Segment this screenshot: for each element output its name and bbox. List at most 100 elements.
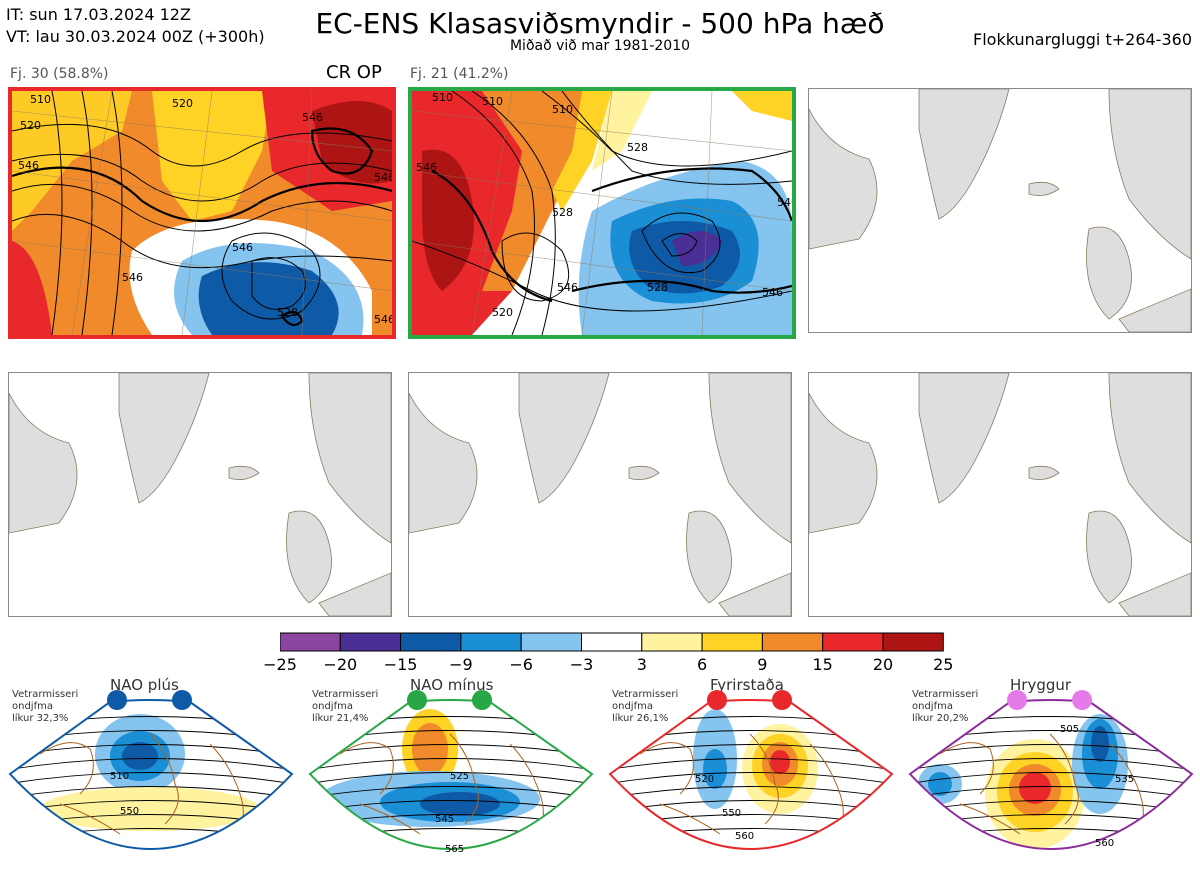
contour-label: 510 bbox=[482, 95, 503, 108]
empty-cluster-map-3 bbox=[808, 88, 1192, 333]
page-title: EC-ENS Klasasviðsmyndir - 500 hPa hæð bbox=[315, 7, 885, 40]
regime-note: Vetrarmisseri ondjfma líkur 20,2% bbox=[912, 689, 978, 725]
regime-contour-line bbox=[10, 786, 292, 800]
regime-coastline bbox=[339, 733, 544, 845]
regime-contour-label: 520 bbox=[695, 774, 714, 785]
regime-fan-map: 520 550 560 bbox=[608, 699, 894, 850]
regime-marker-dot bbox=[107, 690, 127, 710]
regime-contour-line bbox=[910, 786, 1192, 800]
regime-fan-border bbox=[608, 699, 894, 850]
empty-cluster-map-6 bbox=[808, 372, 1192, 617]
regime-contour-label: 545 bbox=[435, 814, 454, 825]
colorbar-segment bbox=[581, 632, 643, 652]
regime-title: NAO mínus bbox=[410, 676, 494, 694]
regime-marker-dot bbox=[472, 690, 492, 710]
regime-contour-label: 510 bbox=[110, 771, 129, 782]
regime-contour-label: 550 bbox=[120, 806, 139, 817]
colorbar-segment bbox=[882, 632, 944, 652]
contour-label: 528 bbox=[277, 306, 298, 319]
colorbar-tick-label: −3 bbox=[569, 655, 594, 674]
regime-contour-label: 560 bbox=[735, 831, 754, 842]
contour-label: 510 bbox=[432, 91, 453, 104]
regime-anomaly-blob bbox=[122, 742, 158, 770]
regime-note-line: líkur 20,2% bbox=[912, 713, 969, 724]
contour-label: 510 bbox=[552, 103, 573, 116]
regime-note: Vetrarmisseri ondjfma líkur 32,3% bbox=[12, 689, 78, 725]
contour-label: 520 bbox=[20, 119, 41, 132]
regime-contour-line bbox=[310, 786, 592, 800]
contour-label: 546 bbox=[18, 159, 39, 172]
contour-label: 546 bbox=[557, 281, 578, 294]
contour-label: 528 bbox=[647, 281, 668, 294]
regime-title: Fyrirstaða bbox=[710, 676, 784, 694]
regime-fan-map: 510 550 bbox=[8, 699, 294, 850]
regime-contour-line bbox=[910, 758, 1192, 772]
regime-note: Vetrarmisseri ondjfma líkur 26,1% bbox=[612, 689, 678, 725]
page-subtitle: Miðað við mar 1981-2010 bbox=[509, 38, 691, 54]
regime-fan-map: 505 535 560 bbox=[908, 699, 1194, 850]
regime-contour-line bbox=[310, 758, 592, 772]
contour-label: 528 bbox=[552, 206, 573, 219]
regime-fan-border bbox=[908, 699, 1194, 850]
regime-note-line: líkur 32,3% bbox=[12, 713, 69, 724]
contour-label: 546 bbox=[302, 111, 323, 124]
regime-fan-map: 525 545 565 bbox=[308, 699, 594, 855]
regime-coastline bbox=[639, 733, 844, 845]
colorbar-tick-label: 20 bbox=[872, 655, 894, 674]
regime-note: Vetrarmisseri ondjfma líkur 21,4% bbox=[312, 689, 378, 725]
regime-coastline bbox=[939, 733, 1144, 845]
valid-time: VT: lau 30.03.2024 00Z (+300h) bbox=[6, 27, 265, 46]
regime-title: Hryggur bbox=[1010, 676, 1072, 694]
regime-contour-label: 535 bbox=[1115, 774, 1134, 785]
contour-label: 546 bbox=[374, 171, 392, 184]
regime-anomaly-blob bbox=[420, 792, 500, 816]
regime-contour-line bbox=[610, 786, 892, 800]
regime-contour-line bbox=[910, 772, 1192, 786]
contour-label: 546 bbox=[374, 313, 392, 326]
colorbar-tick-label: 15 bbox=[812, 655, 833, 674]
cluster-map-2: 510 510 510 528 546 528 546 520 528 546 … bbox=[408, 87, 796, 339]
contour-label: 546 bbox=[762, 286, 783, 299]
contour-label: 510 bbox=[30, 93, 51, 106]
colorbar bbox=[280, 632, 944, 652]
regime-note-line: ondjfma bbox=[912, 701, 953, 712]
regime-marker-dot bbox=[407, 690, 427, 710]
regime-anomaly-blob bbox=[1019, 772, 1051, 804]
regime-marker-dot bbox=[772, 690, 792, 710]
contour-label: 546 bbox=[122, 271, 143, 284]
regime-marker-dot bbox=[1007, 690, 1027, 710]
panel-1-tag: CR OP bbox=[326, 62, 382, 83]
colorbar-segment bbox=[280, 632, 341, 652]
regime-coastline bbox=[39, 733, 244, 845]
regime-fan-border bbox=[8, 699, 294, 850]
regime-contour-line bbox=[610, 758, 892, 772]
colorbar-segment bbox=[520, 632, 582, 652]
panel-1-label: Fj. 30 (58.8%) bbox=[10, 66, 109, 82]
regime-fan-border bbox=[308, 699, 594, 850]
regime-anomaly-blob bbox=[1091, 726, 1109, 762]
regime-contour-label: 560 bbox=[1095, 838, 1114, 849]
contour-label: 546 bbox=[232, 241, 253, 254]
regime-marker-dot bbox=[1072, 690, 1092, 710]
regime-contour-label: 550 bbox=[722, 808, 741, 819]
regime-contour-line bbox=[310, 772, 592, 786]
colorbar-segment bbox=[701, 632, 763, 652]
cluster-window: Flokkunargluggi t+264-360 bbox=[973, 30, 1192, 49]
colorbar-tick-label: −9 bbox=[449, 655, 473, 674]
colorbar-segment bbox=[339, 632, 402, 652]
regime-anomaly-blob bbox=[770, 750, 790, 774]
colorbar-tick-label: 25 bbox=[933, 655, 954, 674]
regime-contour-label: 565 bbox=[445, 844, 464, 855]
regime-note-line: Vetrarmisseri bbox=[612, 689, 679, 700]
regime-anomaly-blob bbox=[40, 787, 260, 831]
panel-2-label: Fj. 21 (41.2%) bbox=[410, 66, 509, 82]
regime-contour-line bbox=[10, 772, 292, 786]
regime-contour-label: 525 bbox=[450, 771, 469, 782]
colorbar-tick-label: −25 bbox=[263, 655, 297, 674]
empty-cluster-map-4 bbox=[8, 372, 392, 617]
cluster-map-1: 510 520 520 546 546 546 546 528 546 546 bbox=[8, 87, 396, 339]
contour-label: 546 bbox=[416, 161, 437, 174]
regime-anomaly-blob bbox=[928, 772, 952, 796]
regime-title: NAO plús bbox=[110, 676, 179, 694]
empty-cluster-map-5 bbox=[408, 372, 792, 617]
